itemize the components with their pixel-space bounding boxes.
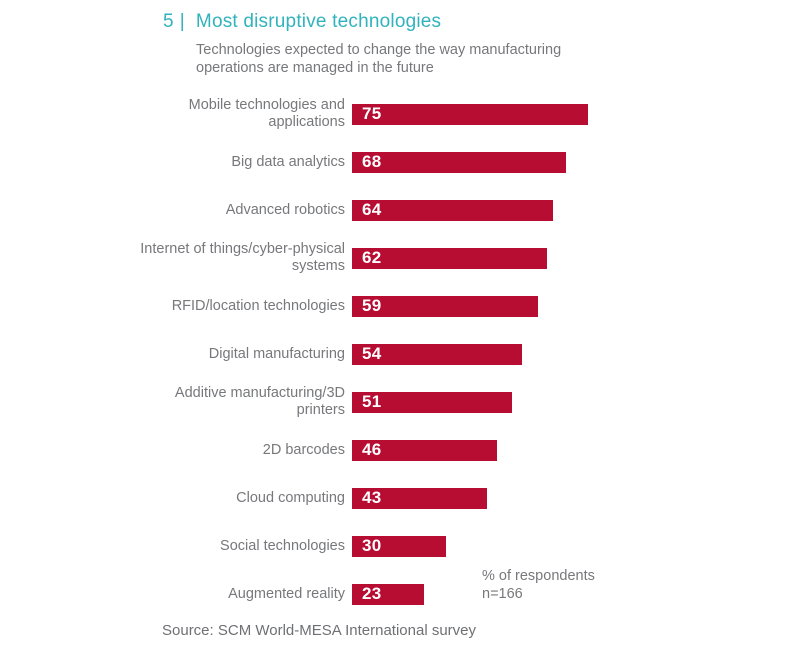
chart-row: Digital manufacturing 54 <box>0 330 798 378</box>
figure-title: Most disruptive technologies <box>195 11 442 32</box>
value-label: 68 <box>362 152 382 171</box>
chart-row: Augmented reality 23 <box>0 570 798 618</box>
respondents-note-line2: n=166 <box>482 586 523 602</box>
respondents-note: % of respondents n=166 <box>482 567 595 603</box>
value-label: 51 <box>362 392 382 411</box>
category-label: Advanced robotics <box>225 201 345 218</box>
chart-row: Internet of things/cyber-physical systems… <box>0 234 798 282</box>
figure-number-divider: | <box>179 11 185 32</box>
bar: 68 <box>352 151 566 173</box>
value-label: 75 <box>362 104 382 123</box>
value-label: 64 <box>362 200 382 219</box>
chart-row: RFID/location technologies 59 <box>0 282 798 330</box>
category-label: Digital manufacturing <box>208 345 345 362</box>
chart-row: Cloud computing 43 <box>0 474 798 522</box>
category-label: Additive manufacturing/3D printers <box>174 385 345 418</box>
value-label: 59 <box>362 296 382 315</box>
value-label: 62 <box>362 248 382 267</box>
chart-row: Advanced robotics 64 <box>0 186 798 234</box>
value-label: 23 <box>362 584 382 603</box>
bar: 43 <box>352 487 487 509</box>
bar: 54 <box>352 343 522 365</box>
category-label: Internet of things/cyber-physical systems <box>140 241 345 274</box>
category-label: 2D barcodes <box>262 441 345 458</box>
value-label: 54 <box>362 344 382 363</box>
value-label: 43 <box>362 488 382 507</box>
bar: 75 <box>352 103 588 125</box>
category-label: Social technologies <box>220 537 345 554</box>
bar-chart: Mobile technologies and applications 75 Big… <box>0 90 798 618</box>
chart-row: Mobile technologies and applications 75 <box>0 90 798 138</box>
bar: 23 <box>352 583 424 605</box>
figure-subtitle: Technologies expected to change the way … <box>196 42 562 76</box>
bar: 30 <box>352 535 446 557</box>
bar: 46 <box>352 439 497 461</box>
chart-row: Social technologies 30 <box>0 522 798 570</box>
chart-row: Additive manufacturing/3D printers 51 <box>0 378 798 426</box>
category-label: Augmented reality <box>228 585 345 602</box>
source-attribution: Source: SCM World-MESA International sur… <box>162 622 477 639</box>
category-label: Big data analytics <box>231 153 345 170</box>
value-label: 46 <box>362 440 382 459</box>
category-label: RFID/location technologies <box>171 297 345 314</box>
figure-header: 5 | Most disruptive technologies <box>163 11 441 33</box>
category-label: Mobile technologies and applications <box>188 97 345 130</box>
value-label: 30 <box>362 536 382 555</box>
chart-row: 2D barcodes 46 <box>0 426 798 474</box>
bar: 64 <box>352 199 553 221</box>
respondents-note-line1: % of respondents <box>482 568 595 584</box>
chart-row: Big data analytics 68 <box>0 138 798 186</box>
figure-number: 5 <box>163 11 174 32</box>
category-label: Cloud computing <box>236 489 345 506</box>
bar: 62 <box>352 247 547 269</box>
bar: 59 <box>352 295 538 317</box>
bar: 51 <box>352 391 512 413</box>
